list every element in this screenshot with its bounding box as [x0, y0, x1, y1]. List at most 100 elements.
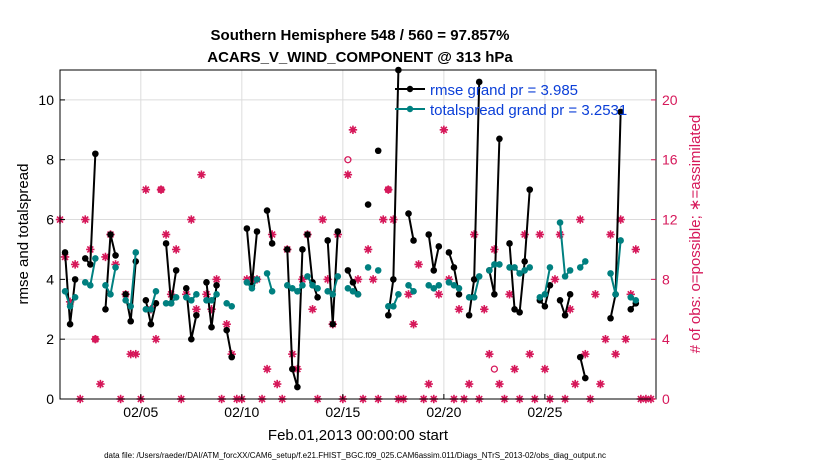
- totalspread-point: [364, 264, 372, 271]
- rmse-point: [81, 255, 89, 262]
- rmse-point: [268, 240, 276, 247]
- obs-star-core: [224, 321, 230, 327]
- totalspread-point: [122, 297, 129, 304]
- obs-assimilated-point: [570, 379, 580, 389]
- chart-title: Southern Hemisphere 548 / 560 = 97.857%: [211, 27, 510, 44]
- totalspread-point: [470, 294, 478, 301]
- obs-star-core: [320, 217, 326, 222]
- obs-star-core: [264, 366, 270, 372]
- rmse-point: [92, 150, 99, 158]
- totalspread-point: [167, 299, 175, 307]
- obs-star-core: [592, 291, 598, 297]
- totalspread-point: [581, 258, 589, 265]
- obs-star-core: [345, 172, 351, 178]
- obs-possible-point: [490, 365, 499, 373]
- obs-assimilated-point: [480, 305, 489, 314]
- obs-star-core: [441, 127, 447, 133]
- rmse-point: [263, 207, 271, 214]
- totalspread-point: [228, 302, 236, 310]
- obs-assimilated-point: [469, 230, 479, 239]
- y-tick-label: 0: [46, 391, 54, 407]
- obs-assimilated-point: [187, 215, 196, 224]
- y2-tick-label: 16: [662, 152, 678, 168]
- obs-star-core: [92, 336, 98, 342]
- obs-star-core: [613, 351, 618, 357]
- obs-star-core: [98, 381, 103, 387]
- totalspread-point: [299, 282, 306, 289]
- rmse-point: [581, 374, 589, 382]
- obs-assimilated-point: [96, 379, 105, 389]
- obs-assimilated-point: [409, 320, 418, 329]
- rmse-point: [521, 258, 528, 265]
- rmse-point: [87, 261, 94, 268]
- rmse-point: [455, 291, 463, 298]
- chart-subtitle: ACARS_V_WIND_COMPONENT @ 313 hPa: [207, 49, 513, 66]
- obs-star-core: [406, 291, 411, 297]
- totalspread-point: [541, 291, 549, 298]
- totalspread-point: [536, 294, 544, 301]
- obs-star-core: [598, 381, 603, 387]
- obs-star-core: [199, 172, 204, 178]
- obs-star-core: [466, 381, 472, 387]
- totalspread-point: [283, 282, 291, 289]
- y2-axis-label: # of obs: o=possible; ∗=assimilated: [687, 115, 704, 354]
- obs-assimilated-point: [540, 364, 550, 374]
- y2-tick-label: 12: [662, 212, 678, 228]
- obs-assimilated-point: [439, 125, 449, 135]
- rmse-line-segment: [407, 213, 415, 241]
- obs-star-core: [497, 381, 502, 387]
- rmse-line-segment: [427, 234, 440, 271]
- obs-star-core: [512, 366, 517, 372]
- rmse-point: [299, 246, 306, 253]
- obs-assimilated-point: [308, 305, 317, 314]
- rmse-point: [445, 249, 453, 256]
- obs-assimilated-point: [197, 170, 206, 179]
- x-tick-label: 02/20: [426, 404, 461, 420]
- obs-star-core: [603, 336, 608, 342]
- obs-assimilated-point: [171, 245, 181, 254]
- obs-star-core: [416, 262, 422, 267]
- totalspread-point: [349, 288, 357, 295]
- grid: [60, 70, 656, 400]
- totalspread-point: [263, 270, 271, 277]
- rmse-point: [344, 267, 352, 274]
- totalspread-point: [385, 302, 392, 310]
- obs-assimilated-point: [434, 290, 444, 299]
- y-tick-label: 8: [46, 152, 54, 168]
- obs-star-core: [325, 276, 331, 282]
- y2-tick-label: 0: [662, 391, 670, 407]
- obs-possible-point: [384, 185, 392, 194]
- obs-star-core: [411, 321, 416, 327]
- totalspread-point: [193, 291, 200, 298]
- obs-assimilated-point: [576, 215, 585, 224]
- obs-assimilated-point: [101, 252, 110, 262]
- totalspread-point: [142, 305, 150, 313]
- obs-assimilated-point: [363, 245, 373, 254]
- series-lines: [61, 66, 640, 391]
- totalspread-point: [329, 291, 337, 298]
- rmse-point: [122, 291, 129, 298]
- y-tick-label: 4: [46, 271, 54, 287]
- obs-assimilated-point: [490, 245, 499, 254]
- obs-star-core: [552, 276, 558, 282]
- obs-assimilated-point: [565, 305, 575, 314]
- obs-assimilated-point: [485, 349, 494, 359]
- obs-star-core: [274, 381, 280, 387]
- obs-assimilated-point: [348, 125, 358, 135]
- x-tick-label: 02/10: [224, 404, 259, 420]
- totalspread-point: [561, 273, 569, 280]
- rmse-point: [147, 320, 155, 328]
- rmse-point: [496, 135, 503, 143]
- rmse-point: [430, 267, 438, 274]
- totalspread-point: [66, 302, 74, 310]
- rmse-point: [511, 305, 518, 313]
- totalspread-point: [172, 294, 180, 301]
- totalspread-point: [344, 285, 352, 292]
- obs-star-core: [380, 217, 386, 222]
- totalspread-point: [455, 285, 463, 292]
- totalspread-point: [425, 282, 433, 289]
- totalspread-point: [162, 299, 170, 307]
- totalspread-point: [445, 279, 453, 286]
- totalspread-point: [102, 282, 109, 289]
